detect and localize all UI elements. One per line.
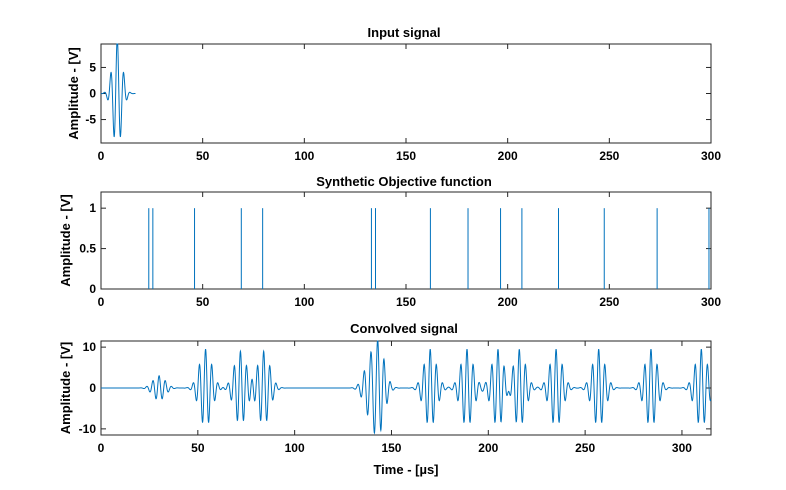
- ytick-label: 0: [89, 282, 96, 296]
- panel-2-title: Synthetic Objective function: [316, 174, 492, 189]
- panel-1-yticks: -5 0 5: [85, 60, 711, 127]
- panel-3-ylabel: Amplitude - [V]: [58, 342, 73, 434]
- xtick-label: 300: [672, 441, 692, 455]
- xtick-label: 50: [196, 149, 210, 163]
- panel-3-series-line: [101, 340, 712, 435]
- panel-input-signal: Input signal Amplitude - [V] -5 0 5 0 50 100…: [66, 25, 721, 163]
- xtick-label: 200: [498, 149, 518, 163]
- panel-2-axes: [100, 191, 712, 290]
- ytick-label: 0: [89, 87, 96, 101]
- xtick-label: 0: [98, 441, 105, 455]
- panel-convolved-signal: Convolved signal Amplitude - [V] Time - …: [58, 321, 712, 477]
- xtick-label: 100: [294, 295, 314, 309]
- panel-3-xticks: 0 50 100 150 200 250 300: [98, 341, 692, 455]
- xtick-label: 200: [498, 295, 518, 309]
- xtick-label: 100: [294, 149, 314, 163]
- panel-2-xticks: 0 50 100 150 200 250 300: [98, 192, 721, 309]
- xtick-label: 0: [98, 149, 105, 163]
- xtick-label: 150: [396, 149, 416, 163]
- xtick-label: 100: [285, 441, 305, 455]
- ytick-label: -10: [79, 422, 97, 436]
- xtick-label: 250: [575, 441, 595, 455]
- ytick-label: 10: [83, 340, 97, 354]
- xtick-label: 250: [599, 149, 619, 163]
- xtick-label: 200: [478, 441, 498, 455]
- panel-3-yticks: -10 0 10: [79, 340, 711, 436]
- xtick-label: 300: [701, 149, 721, 163]
- ytick-label: -5: [85, 113, 96, 127]
- panel-3-title: Convolved signal: [350, 321, 458, 336]
- ytick-label: 0.5: [79, 242, 96, 256]
- ytick-label: 5: [89, 60, 96, 74]
- xtick-label: 250: [599, 295, 619, 309]
- panel-1-axes: [100, 43, 712, 144]
- panel-1-title: Input signal: [368, 25, 441, 40]
- xtick-label: 150: [381, 441, 401, 455]
- panel-2-ylabel: Amplitude - [V]: [58, 194, 73, 286]
- xtick-label: 50: [191, 441, 205, 455]
- panel-1-ylabel: Amplitude - [V]: [66, 47, 81, 139]
- xtick-label: 50: [196, 295, 210, 309]
- panel-2-spikes: [148, 208, 710, 289]
- panel-2-yticks: 00.51: [79, 201, 711, 296]
- panel-3-xlabel: Time - [µs]: [373, 462, 438, 477]
- xtick-label: 0: [98, 295, 105, 309]
- ytick-label: 0: [89, 381, 96, 395]
- xtick-label: 150: [396, 295, 416, 309]
- panel-1-xticks: 0 50 100 150 200 250 300: [98, 44, 721, 163]
- xtick-label: 300: [701, 295, 721, 309]
- panel-1-series-line: [101, 43, 136, 138]
- panel-objective-function: Synthetic Objective function Amplitude -…: [58, 174, 721, 309]
- ytick-label: 1: [89, 201, 96, 215]
